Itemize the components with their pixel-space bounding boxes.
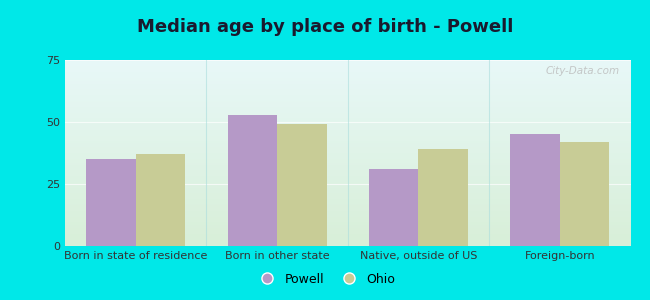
Bar	[369, 169, 419, 246]
Bar	[227, 115, 277, 246]
Text: City-Data.com: City-Data.com	[545, 66, 619, 76]
Bar	[419, 149, 468, 246]
Bar	[560, 142, 609, 246]
Bar	[277, 124, 326, 246]
Bar	[86, 159, 136, 246]
Legend: Powell, Ohio: Powell, Ohio	[250, 268, 400, 291]
Text: Median age by place of birth - Powell: Median age by place of birth - Powell	[136, 18, 514, 36]
Bar	[136, 154, 185, 246]
Bar	[510, 134, 560, 246]
